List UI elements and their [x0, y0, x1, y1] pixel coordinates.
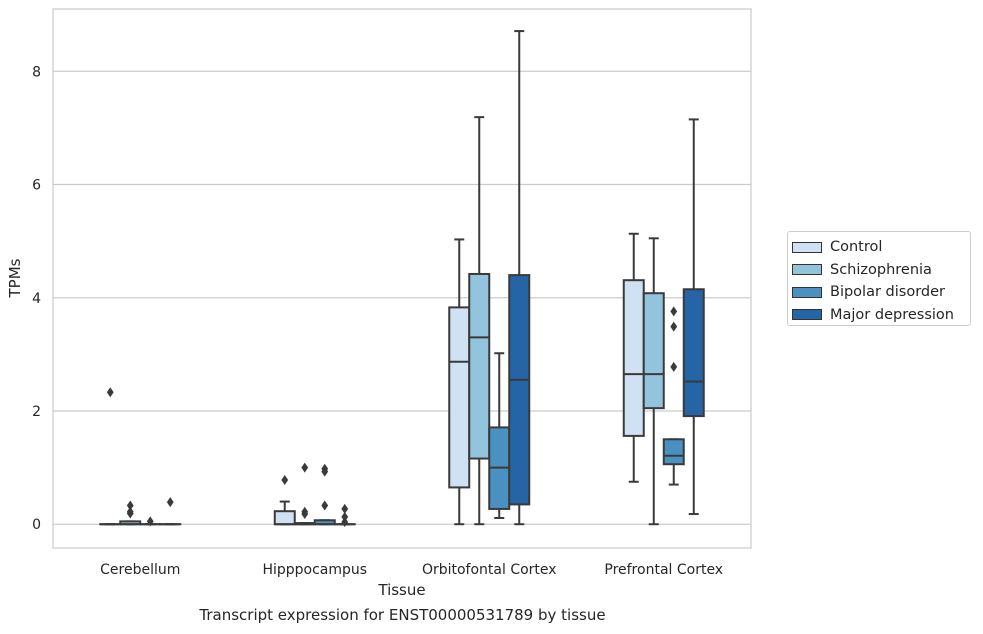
box-plot [99, 387, 122, 526]
box-plot [293, 462, 316, 526]
box-plot [622, 232, 645, 483]
box-plot [139, 516, 162, 527]
x-tick-label: Orbitofontal Cortex [422, 562, 557, 578]
x-axis: Cerebellum Hipppocampus Orbitofontal Corte… [100, 562, 723, 578]
legend-label: Bipolar disorder [830, 284, 945, 301]
outlier-point [670, 321, 678, 332]
box-plot [313, 463, 336, 526]
box [273, 510, 296, 526]
outlier-point [166, 497, 174, 508]
y-tick-label: 2 [32, 404, 41, 420]
box-plot [488, 352, 511, 519]
outlier-point [126, 500, 134, 511]
box [662, 438, 685, 466]
y-tick-label: 8 [32, 64, 41, 80]
y-tick-label: 0 [32, 517, 41, 533]
legend: Control Schizophrenia Bipolar disorder M… [787, 231, 971, 326]
outlier-point [126, 506, 134, 517]
outlier-point [301, 506, 309, 517]
box [468, 272, 491, 460]
y-axis: 0 2 4 6 8 [32, 64, 41, 533]
x-tick-label: Cerebellum [100, 562, 180, 578]
outlier-point [106, 387, 114, 398]
box-plot [682, 118, 705, 516]
legend-swatch [792, 286, 822, 298]
legend-swatch [792, 241, 822, 253]
box-plot [119, 500, 142, 526]
legend-swatch [792, 309, 822, 321]
x-axis-label: Tissue [377, 581, 425, 599]
outlier-point [341, 516, 349, 527]
box [682, 288, 705, 418]
legend-label: Major depression [830, 306, 954, 323]
outlier-point [341, 511, 349, 522]
y-tick-label: 4 [32, 291, 41, 307]
legend-label: Control [830, 239, 883, 256]
y-axis-label: TPMs [6, 258, 24, 298]
chart-caption: Transcript expression for ENST0000053178… [199, 606, 606, 624]
legend-item: Bipolar disorder [792, 281, 970, 304]
legend-item: Control [792, 236, 970, 259]
legend-item: Schizophrenia [792, 259, 970, 282]
outlier-point [146, 516, 154, 527]
box-plot [159, 497, 182, 526]
box-plot [662, 306, 685, 486]
box-plot [448, 238, 471, 526]
boxes [99, 30, 705, 527]
box [642, 292, 665, 410]
box-plot [333, 503, 356, 527]
outlier-point [281, 475, 289, 486]
legend-label: Schizophrenia [830, 261, 932, 278]
box-plot [508, 30, 531, 526]
box-plot [642, 237, 665, 526]
outlier-point [321, 463, 329, 474]
y-tick-label: 6 [32, 178, 41, 194]
box [448, 306, 471, 489]
x-tick-label: Prefrontal Cortex [604, 562, 723, 578]
outlier-point [321, 500, 329, 511]
outlier-point [301, 462, 309, 473]
box [622, 279, 645, 437]
legend-swatch [792, 264, 822, 276]
outlier-point [670, 306, 678, 317]
plot-frame [52, 8, 752, 549]
outlier-point [670, 361, 678, 372]
legend-item: Major depression [792, 304, 970, 327]
box [508, 274, 531, 506]
box-plot [468, 116, 491, 526]
outlier-point [341, 503, 349, 514]
box-plot [273, 475, 296, 526]
x-tick-label: Hipppocampus [262, 562, 367, 578]
